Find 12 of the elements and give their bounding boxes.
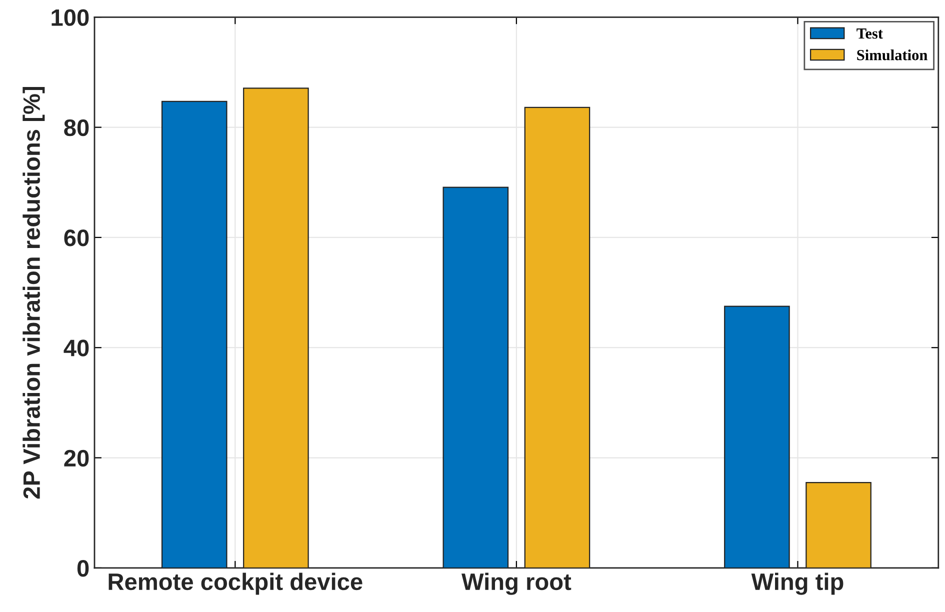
x-tick-label: Remote cockpit device (108, 572, 362, 595)
y-tick-label: 0 (77, 560, 89, 577)
y-tick-label: 100 (52, 9, 89, 26)
y-tick-label: 40 (64, 340, 89, 356)
y-tick-label: 60 (64, 230, 89, 246)
x-tick-label: Wing root (461, 572, 572, 595)
x-tick-label: Wing tip (751, 572, 844, 595)
legend-label: Simulation (857, 50, 928, 60)
y-tick-label: 20 (64, 450, 89, 467)
y-tick-label: 80 (64, 119, 89, 136)
legend-label: Test (856, 28, 883, 39)
y-axis-title: 2P Vibration vibration reductions [%] (22, 86, 45, 499)
